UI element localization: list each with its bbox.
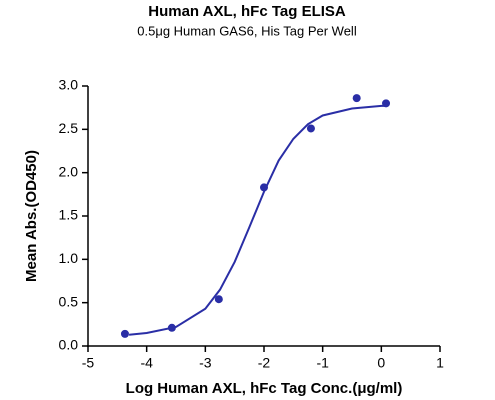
y-tick-label: 2.5 [59, 120, 79, 136]
y-tick-label: 0.5 [59, 293, 79, 309]
x-tick-label: -5 [82, 355, 95, 371]
fit-curve [128, 104, 388, 336]
data-point [352, 94, 361, 103]
x-tick-label: -2 [258, 355, 271, 371]
x-tick-label: -4 [140, 355, 153, 371]
x-tick-label: 0 [377, 355, 385, 371]
chart-title: Human AXL, hFc Tag ELISA [148, 3, 346, 20]
x-tick-label: 1 [436, 355, 444, 371]
y-tick-label: 1.0 [59, 250, 79, 266]
x-axis-label: Log Human AXL, hFc Tag Conc.(μg/ml) [126, 380, 403, 397]
data-point [306, 124, 315, 133]
data-point [214, 295, 223, 304]
y-tick-label: 0.0 [59, 337, 79, 353]
y-tick-label: 1.5 [59, 207, 79, 223]
y-tick-label: 3.0 [59, 77, 79, 93]
x-tick-label: -3 [199, 355, 212, 371]
x-tick-label: -1 [316, 355, 329, 371]
y-axis-label: Mean Abs.(OD450) [23, 150, 40, 282]
chart-subtitle: 0.5μg Human GAS6, His Tag Per Well [137, 23, 357, 38]
data-point [260, 183, 268, 192]
data-point [120, 329, 129, 338]
data-point [382, 99, 391, 108]
data-point [167, 323, 176, 332]
y-tick-label: 2.0 [59, 163, 79, 179]
